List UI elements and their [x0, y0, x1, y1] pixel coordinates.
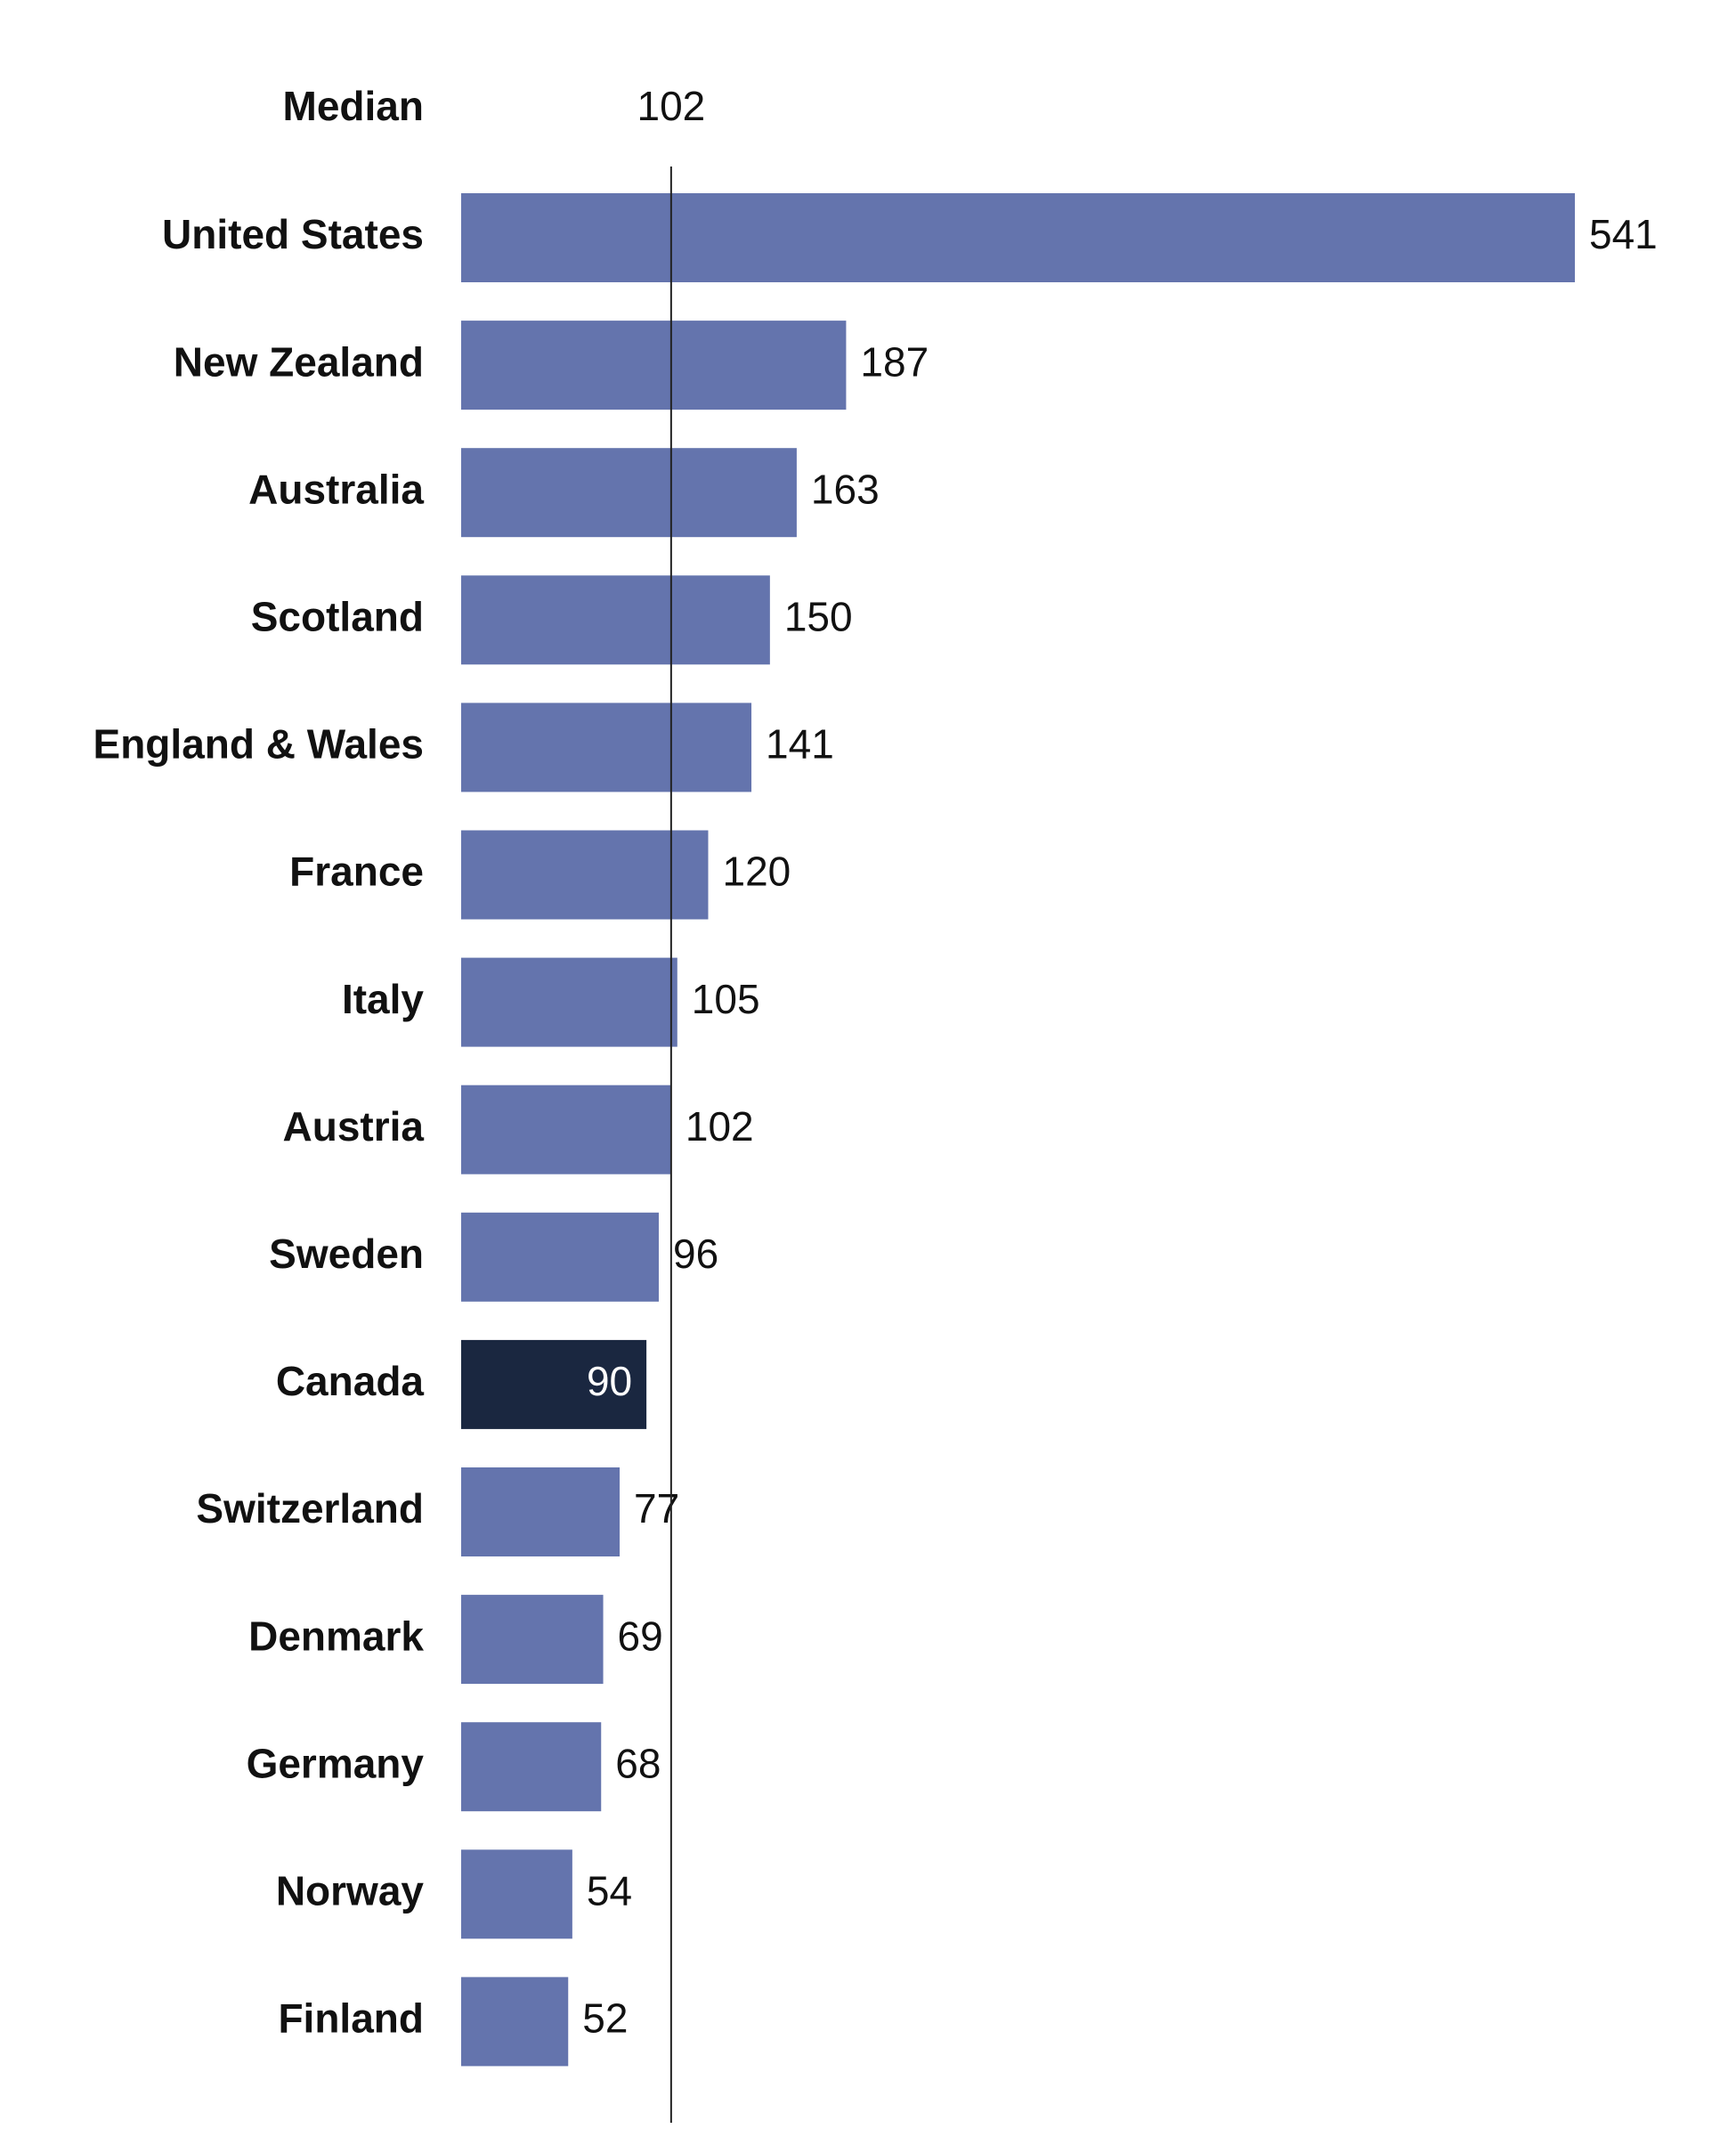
median-value: 102 — [637, 83, 705, 129]
bar — [461, 1467, 621, 1556]
bar — [461, 1212, 659, 1302]
bar — [461, 830, 709, 920]
value-label: 163 — [811, 466, 880, 512]
category-label: Norway — [276, 1867, 425, 1914]
bar — [461, 1977, 569, 2067]
category-label: United States — [162, 211, 424, 257]
median-label: Median — [283, 83, 424, 129]
value-label: 54 — [587, 1867, 632, 1914]
category-label: Switzerland — [196, 1485, 424, 1532]
category-label: Germany — [247, 1740, 425, 1786]
value-label: 120 — [722, 849, 791, 895]
bar — [461, 575, 770, 665]
category-label: Italy — [342, 976, 424, 1022]
category-label: New Zealand — [174, 338, 424, 385]
bar — [461, 1722, 602, 1812]
bar — [461, 448, 797, 538]
value-label: 105 — [692, 976, 760, 1022]
bar — [461, 1085, 671, 1174]
category-label: Austria — [283, 1103, 425, 1150]
category-label: Sweden — [269, 1231, 424, 1277]
category-label: Denmark — [248, 1613, 424, 1659]
bar — [461, 703, 752, 792]
bar — [461, 1595, 604, 1685]
bar — [461, 193, 1575, 282]
value-label: 541 — [1589, 211, 1658, 257]
category-label: Australia — [248, 466, 424, 512]
value-label: 52 — [582, 1995, 628, 2042]
bar — [461, 321, 847, 410]
category-label: England & Wales — [93, 721, 424, 768]
value-label: 77 — [634, 1485, 679, 1532]
bar — [461, 1849, 572, 1939]
value-label: 90 — [587, 1358, 632, 1404]
value-label: 102 — [685, 1103, 754, 1150]
value-label: 150 — [784, 593, 853, 639]
category-label: Canada — [276, 1358, 425, 1404]
bar — [461, 957, 677, 1047]
category-label: France — [289, 849, 424, 895]
value-label: 68 — [615, 1740, 661, 1786]
value-label: 96 — [673, 1231, 718, 1277]
value-label: 187 — [860, 338, 929, 385]
value-label: 69 — [618, 1613, 663, 1659]
category-label: Scotland — [251, 593, 424, 639]
bar — [461, 1339, 647, 1429]
value-label: 141 — [766, 721, 834, 768]
category-label: Finland — [278, 1995, 424, 2042]
